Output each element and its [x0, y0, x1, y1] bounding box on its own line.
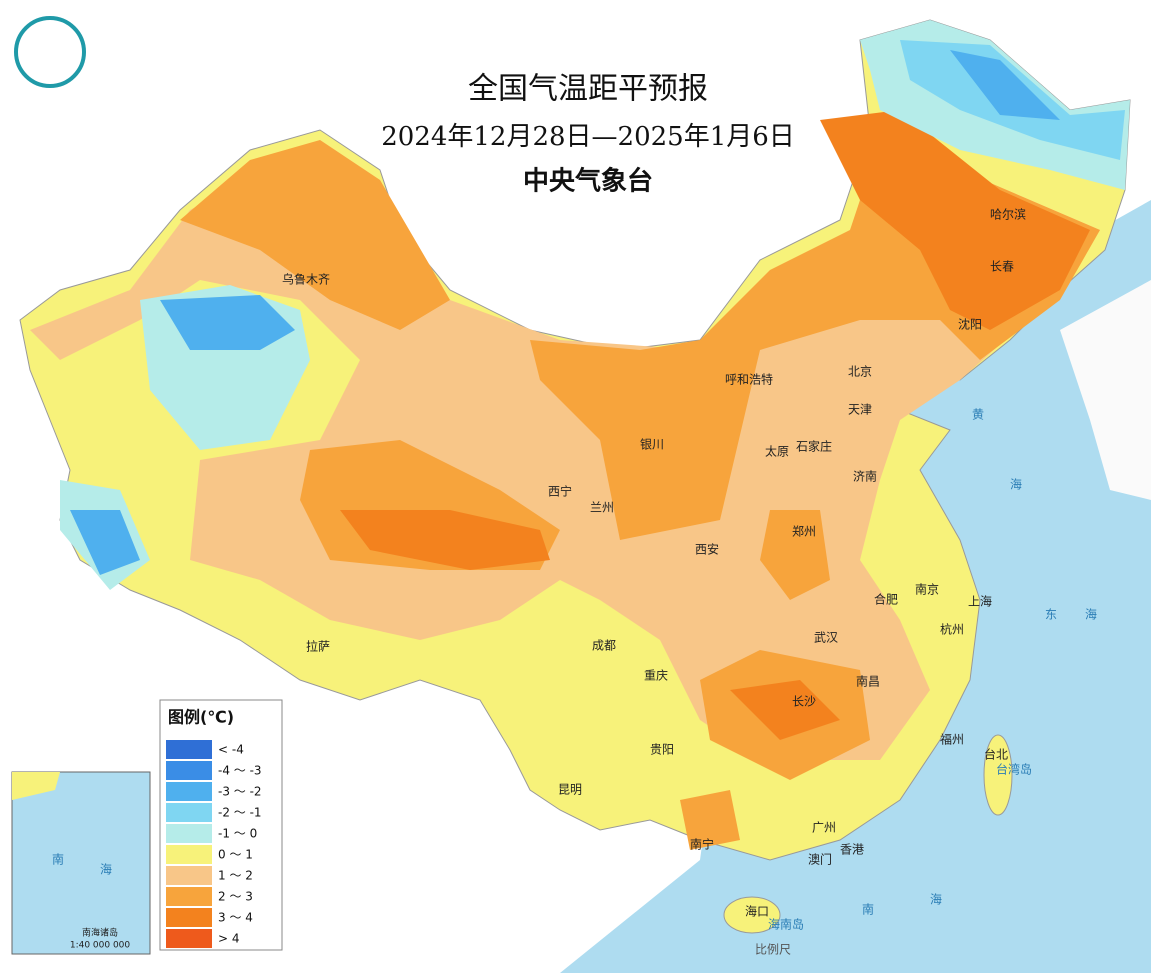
- legend-swatch: [166, 845, 212, 864]
- city: 南昌: [856, 674, 880, 689]
- city: 福州: [940, 732, 964, 747]
- legend-swatch: [166, 803, 212, 822]
- legend-swatch: [166, 782, 212, 801]
- legend-swatch: [166, 824, 212, 843]
- legend-swatch: [166, 866, 212, 885]
- city: 石家庄: [796, 439, 832, 454]
- legend-label: -4 ～ -3: [218, 764, 262, 778]
- inset-ratio: 1:40 000 000: [70, 941, 131, 951]
- legend-label: 1 ～ 2: [218, 869, 253, 883]
- legend-label: -2 ～ -1: [218, 806, 262, 820]
- anomaly-m3-m2: [70, 50, 1060, 575]
- city: 拉萨: [306, 639, 330, 654]
- city: 长春: [990, 260, 1014, 274]
- inset-sea: 南: [52, 852, 64, 867]
- legend-label: -3 ～ -2: [218, 785, 262, 799]
- korea-japan: [1060, 280, 1151, 500]
- legend-label: > 4: [218, 932, 240, 946]
- city: 济南: [853, 469, 877, 484]
- legend-swatch: [166, 887, 212, 906]
- city: 哈尔滨: [990, 207, 1026, 222]
- inset-title: 南海诸岛: [82, 927, 118, 939]
- sea-label: 南: [862, 902, 874, 917]
- inset: 南 海 南海诸岛 1:40 000 000: [11, 771, 151, 955]
- city: 海口: [745, 904, 769, 919]
- inset-land: [12, 772, 60, 800]
- legend-label: < -4: [218, 743, 244, 757]
- sea-label: 海: [930, 892, 942, 907]
- anomaly-cold-west: [60, 285, 310, 590]
- city: 太原: [765, 444, 789, 459]
- legend-title: 图例(℃): [168, 708, 234, 727]
- sea-label: 海: [1085, 607, 1097, 622]
- scale-label: 比例尺: [755, 943, 791, 957]
- legend-swatch: [166, 761, 212, 780]
- city: 天津: [848, 403, 872, 417]
- city: 西宁: [548, 484, 572, 499]
- sea-label: 黄: [972, 408, 984, 422]
- city: 西安: [695, 542, 719, 557]
- inset-sea: 海: [100, 862, 112, 877]
- city: 北京: [848, 365, 872, 379]
- city: 杭州: [940, 622, 964, 637]
- city: 武汉: [814, 631, 838, 645]
- legend-swatch: [166, 929, 212, 948]
- city: 广州: [812, 821, 836, 835]
- city: 昆明: [558, 783, 582, 797]
- inset-frame: [11, 771, 151, 955]
- logo: [14, 16, 86, 88]
- city: 澳门: [808, 852, 832, 867]
- city: 上海: [968, 594, 992, 609]
- anomaly-2-3: [180, 140, 1100, 850]
- city: 重庆: [644, 669, 668, 683]
- city: 南京: [915, 582, 939, 597]
- city-labels: 乌鲁木齐 哈尔滨 长春 沈阳 北京 天津 呼和浩特 石家庄 太原 银川 西宁 兰…: [282, 207, 1097, 932]
- city: 长沙: [792, 695, 816, 709]
- city: 银川: [640, 438, 664, 452]
- agency: 中央气象台: [523, 166, 653, 197]
- city: 乌鲁木齐: [282, 272, 330, 287]
- title: 全国气温距平预报: [468, 72, 708, 107]
- city: 郑州: [792, 524, 816, 539]
- city: 兰州: [590, 501, 614, 515]
- taiwan: [983, 734, 1013, 816]
- city: 香港: [840, 843, 864, 857]
- hainan: [723, 896, 781, 934]
- city: 南宁: [690, 837, 714, 852]
- legend-label: 0 ～ 1: [218, 848, 253, 862]
- legend: 图例(℃) < -4 -4 ～ -3 -3 ～ -2 -2 ～ -1 -1 ～ 0 0 ～…: [159, 699, 283, 951]
- date-range: 2024年12月28日—2025年1月6日: [381, 122, 795, 152]
- city: 合肥: [874, 592, 898, 607]
- legend-label: -1 ～ 0: [218, 827, 257, 841]
- island-label: 海南岛: [768, 917, 804, 932]
- city: 台北: [984, 747, 1008, 762]
- city: 呼和浩特: [725, 372, 773, 387]
- island-label: 台湾岛: [996, 762, 1032, 777]
- sea-label: 东: [1045, 608, 1057, 622]
- legend-label: 2 ～ 3: [218, 890, 253, 904]
- city: 贵阳: [650, 743, 674, 757]
- city: 沈阳: [958, 317, 982, 332]
- city: 成都: [592, 639, 616, 653]
- sea-label: 海: [1010, 477, 1022, 492]
- legend-label: 3 ～ 4: [218, 911, 253, 925]
- legend-swatch: [166, 908, 212, 927]
- legend-swatch: [166, 740, 212, 759]
